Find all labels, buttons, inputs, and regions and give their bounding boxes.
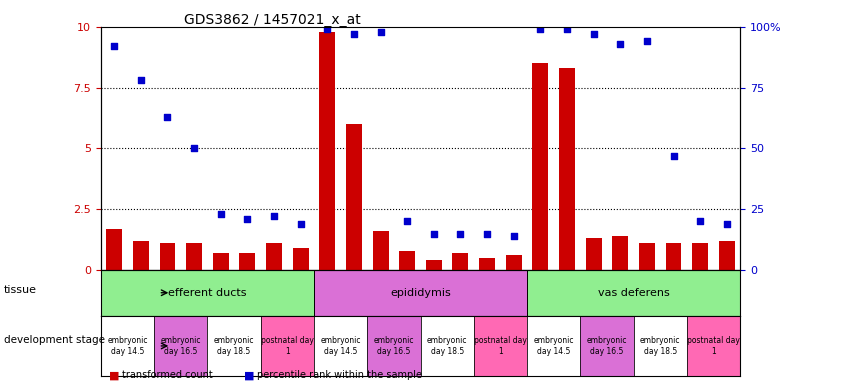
Bar — [452, 253, 468, 270]
Bar — [532, 63, 548, 270]
Bar — [665, 243, 681, 270]
Point — [667, 153, 680, 159]
Bar — [399, 250, 415, 270]
Text: embryonic
day 14.5: embryonic day 14.5 — [533, 336, 574, 356]
Bar — [505, 255, 521, 270]
Bar — [559, 68, 575, 270]
Bar — [373, 231, 389, 270]
Text: tissue: tissue — [4, 285, 37, 295]
Point — [507, 233, 521, 239]
Text: vas deferens: vas deferens — [598, 288, 669, 298]
Bar — [320, 32, 336, 270]
Point — [188, 146, 201, 152]
Bar — [266, 243, 282, 270]
Bar — [133, 241, 149, 270]
FancyBboxPatch shape — [527, 316, 580, 376]
Point — [267, 214, 281, 220]
Bar — [612, 236, 628, 270]
FancyBboxPatch shape — [101, 270, 314, 316]
FancyBboxPatch shape — [101, 316, 154, 376]
Point — [400, 218, 414, 224]
Point — [241, 216, 254, 222]
Point — [480, 230, 494, 237]
Bar — [346, 124, 362, 270]
FancyBboxPatch shape — [420, 316, 473, 376]
Point — [373, 29, 387, 35]
Bar — [479, 258, 495, 270]
Bar — [719, 241, 735, 270]
FancyBboxPatch shape — [368, 316, 420, 376]
Text: embryonic
day 16.5: embryonic day 16.5 — [373, 336, 414, 356]
Bar — [293, 248, 309, 270]
Point — [560, 26, 574, 32]
FancyBboxPatch shape — [580, 316, 633, 376]
Point — [320, 26, 334, 32]
Bar — [160, 243, 176, 270]
Text: embryonic
day 18.5: embryonic day 18.5 — [427, 336, 468, 356]
Text: development stage: development stage — [4, 335, 105, 345]
Point — [693, 218, 706, 224]
Point — [347, 31, 361, 37]
Text: embryonic
day 16.5: embryonic day 16.5 — [161, 336, 201, 356]
FancyBboxPatch shape — [527, 270, 740, 316]
FancyBboxPatch shape — [633, 316, 687, 376]
Bar — [186, 243, 202, 270]
Bar — [106, 228, 122, 270]
Text: embryonic
day 18.5: embryonic day 18.5 — [640, 336, 680, 356]
Point — [134, 77, 148, 83]
Bar — [639, 243, 655, 270]
Point — [533, 26, 547, 32]
FancyBboxPatch shape — [687, 316, 740, 376]
Point — [108, 43, 121, 50]
Point — [454, 230, 468, 237]
FancyBboxPatch shape — [154, 316, 208, 376]
Bar — [692, 243, 708, 270]
Text: postnatal day
1: postnatal day 1 — [261, 336, 314, 356]
Point — [640, 38, 653, 45]
Point — [613, 41, 627, 47]
Text: percentile rank within the sample: percentile rank within the sample — [257, 370, 421, 380]
Text: embryonic
day 16.5: embryonic day 16.5 — [587, 336, 627, 356]
FancyBboxPatch shape — [208, 316, 261, 376]
Bar — [240, 253, 256, 270]
Point — [161, 114, 174, 120]
Point — [427, 230, 441, 237]
Text: postnatal day
1: postnatal day 1 — [687, 336, 740, 356]
Text: GDS3862 / 1457021_x_at: GDS3862 / 1457021_x_at — [184, 13, 361, 27]
Point — [214, 211, 227, 217]
Text: embryonic
day 14.5: embryonic day 14.5 — [108, 336, 148, 356]
FancyBboxPatch shape — [261, 316, 314, 376]
Text: embryonic
day 14.5: embryonic day 14.5 — [320, 336, 361, 356]
Text: postnatal day
1: postnatal day 1 — [474, 336, 526, 356]
Text: ■: ■ — [244, 370, 254, 380]
Point — [720, 221, 733, 227]
Text: ■: ■ — [109, 370, 119, 380]
Point — [587, 31, 600, 37]
FancyBboxPatch shape — [473, 316, 527, 376]
FancyBboxPatch shape — [314, 270, 527, 316]
Text: embryonic
day 18.5: embryonic day 18.5 — [214, 336, 254, 356]
Text: epididymis: epididymis — [390, 288, 451, 298]
FancyBboxPatch shape — [314, 316, 368, 376]
Bar — [585, 238, 601, 270]
Text: efferent ducts: efferent ducts — [168, 288, 246, 298]
Bar — [213, 253, 229, 270]
Text: transformed count: transformed count — [122, 370, 213, 380]
Bar — [426, 260, 442, 270]
Point — [294, 221, 308, 227]
